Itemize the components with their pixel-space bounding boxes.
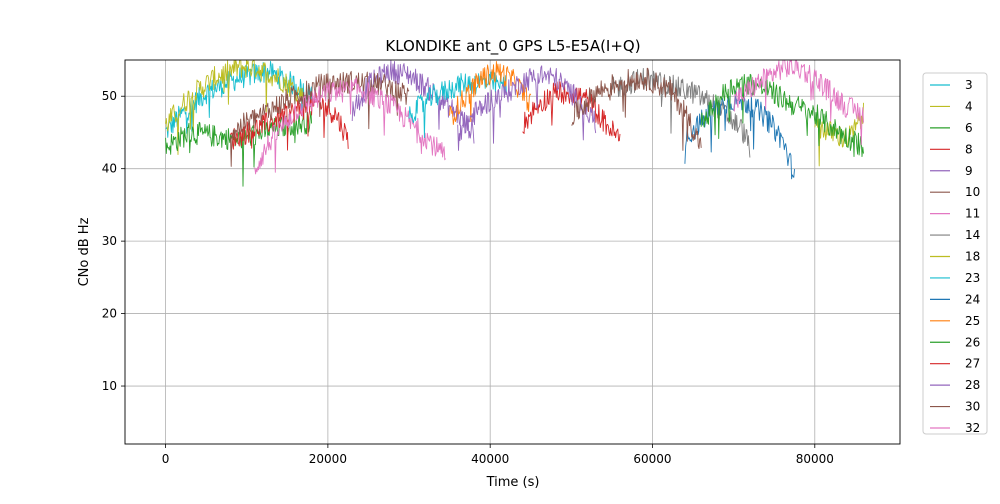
legend-label-23: 23: [965, 271, 980, 285]
series-line-26: [700, 73, 864, 158]
legend-label-32: 32: [965, 421, 980, 435]
legend-label-18: 18: [965, 250, 980, 264]
x-tick-label: 0: [162, 452, 170, 466]
axes: 0 20000 40000 60000 80000 10 20 30 40 50: [102, 59, 901, 466]
x-tick-label: 40000: [471, 452, 509, 466]
axes-frame: [124, 59, 901, 445]
plot-area: [165, 60, 864, 187]
legend-label-8: 8: [965, 142, 973, 156]
series-line-11: [254, 77, 446, 175]
legend: 3 4 6 8 9 10 11 14 18 23 24 25 26 27 28 30 32: [922, 72, 988, 435]
y-tick-label: 20: [102, 307, 117, 321]
legend-label-27: 27: [965, 357, 980, 371]
legend-label-26: 26: [965, 335, 980, 349]
series-line-32: [733, 60, 864, 146]
legend-label-24: 24: [965, 292, 980, 306]
legend-label-3: 3: [965, 78, 973, 92]
y-axis-label: CNo dB Hz: [77, 217, 92, 286]
series-line-23: [408, 71, 507, 139]
x-tick-label: 60000: [633, 452, 671, 466]
grid-lines: [125, 60, 900, 444]
series-line-18: [814, 102, 864, 167]
legend-label-10: 10: [965, 185, 980, 199]
legend-label-14: 14: [965, 228, 980, 242]
series-line-25: [449, 60, 532, 125]
legend-label-9: 9: [965, 164, 973, 178]
y-tick-label: 30: [102, 234, 117, 248]
y-tick-label: 10: [102, 379, 117, 393]
series-line-28: [457, 65, 597, 151]
legend-box: [922, 72, 988, 435]
legend-label-30: 30: [965, 400, 980, 414]
y-tick-label: 50: [102, 89, 117, 103]
legend-label-6: 6: [965, 121, 973, 135]
legend-label-11: 11: [965, 207, 980, 221]
x-axis-label: Time (s): [486, 475, 540, 490]
y-tick-label: 40: [102, 162, 117, 176]
series-line-10: [230, 70, 410, 167]
legend-label-28: 28: [965, 378, 980, 392]
series-line-30: [571, 67, 702, 151]
x-tick-label: 20000: [309, 452, 347, 466]
series-line-4: [165, 60, 304, 155]
series-line-24: [684, 89, 795, 180]
x-tick-label: 80000: [796, 452, 834, 466]
chart-title: KLONDIKE ant_0 GPS L5-E5A(I+Q): [385, 37, 640, 56]
legend-label-4: 4: [965, 99, 973, 113]
legend-label-25: 25: [965, 314, 980, 328]
